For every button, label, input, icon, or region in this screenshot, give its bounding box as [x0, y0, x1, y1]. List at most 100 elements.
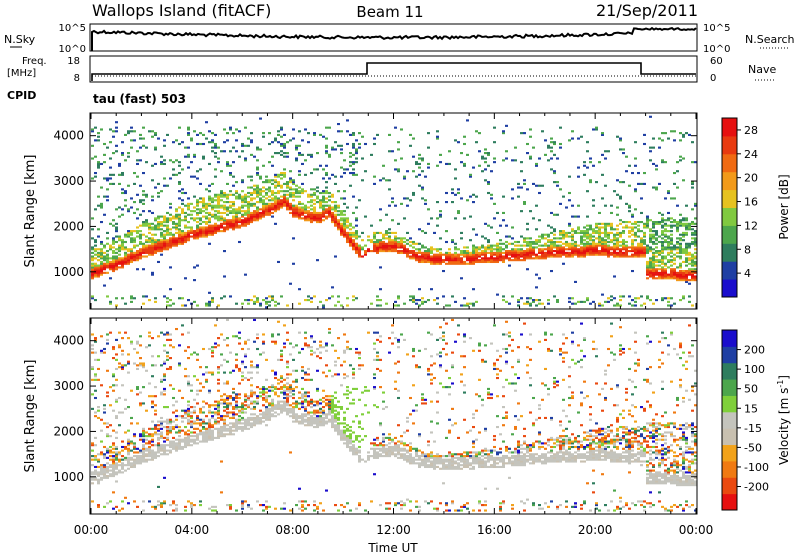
power-cell — [556, 237, 559, 240]
power-cell — [376, 295, 379, 298]
velocity-cell — [136, 456, 139, 459]
power-cell — [265, 197, 268, 200]
power-cell — [439, 260, 442, 264]
power-cell — [193, 237, 196, 240]
power-cell — [136, 175, 139, 178]
power-cell — [586, 141, 589, 144]
power-cell — [391, 219, 394, 222]
velocity-cell — [115, 398, 118, 401]
velocity-cell — [169, 442, 172, 445]
velocity-cell — [115, 445, 118, 449]
power-cell — [475, 141, 478, 144]
power-cell — [313, 133, 316, 136]
power-cell — [358, 246, 361, 249]
velocity-cell — [205, 366, 208, 369]
power-cell — [460, 250, 463, 253]
velocity-cell — [253, 402, 256, 405]
station-title: Wallops Island (fitACF) — [92, 1, 271, 20]
power-cell — [112, 224, 115, 227]
power-cell — [655, 222, 658, 225]
velocity-cell — [172, 502, 175, 505]
power-cell — [136, 231, 139, 234]
velocity-cell — [193, 409, 196, 412]
power-cell — [535, 257, 538, 260]
power-cell — [661, 268, 664, 271]
power-cell — [283, 190, 286, 193]
power-cell — [628, 295, 631, 298]
power-cell — [472, 259, 475, 262]
power-cell — [610, 246, 613, 249]
velocity-cell — [94, 444, 97, 447]
velocity-cell — [124, 445, 127, 449]
power-cell — [100, 186, 103, 189]
power-cell — [685, 275, 688, 278]
power-cell — [337, 300, 340, 303]
velocity-cell — [247, 398, 250, 401]
power-cell — [325, 211, 328, 215]
power-cell — [373, 237, 376, 240]
power-cell — [175, 226, 178, 229]
power-cell — [496, 248, 499, 251]
velocity-cell — [250, 384, 253, 387]
power-cell — [232, 210, 235, 213]
power-cell — [523, 255, 526, 258]
power-cell — [415, 251, 418, 254]
power-cell — [136, 253, 139, 256]
velocity-cell — [280, 391, 283, 394]
power-cell — [592, 246, 595, 249]
power-cell — [667, 246, 670, 249]
power-cell — [427, 166, 430, 169]
power-cell — [637, 248, 640, 251]
velocity-cell — [226, 344, 229, 347]
power-cell — [157, 217, 160, 220]
power-cell — [97, 273, 100, 276]
power-cell — [103, 153, 106, 156]
power-cell — [226, 197, 229, 200]
power-cell — [178, 239, 181, 242]
velocity-cell — [265, 507, 268, 510]
power-cell — [127, 250, 130, 253]
power-cell — [631, 299, 634, 302]
power-cell — [331, 211, 334, 215]
power-cell — [91, 251, 94, 254]
power-cell — [418, 257, 421, 260]
power-cell — [499, 255, 502, 258]
power-cell — [466, 255, 469, 258]
power-cell — [169, 202, 172, 205]
power-cell — [481, 259, 484, 262]
power-cell — [247, 144, 250, 147]
power-cell — [400, 157, 403, 160]
power-cell — [199, 208, 202, 211]
power-cell — [646, 271, 649, 274]
power-cell — [625, 155, 628, 158]
power-cell — [310, 199, 313, 202]
velocity-cell — [289, 395, 292, 398]
power-cell — [280, 177, 283, 180]
power-cell — [256, 168, 259, 171]
velocity-cell — [196, 415, 199, 418]
velocity-cell — [127, 467, 130, 470]
power-cell — [208, 302, 211, 305]
power-cell — [355, 173, 358, 176]
power-cell — [403, 237, 406, 240]
velocity-cell — [136, 367, 139, 371]
power-cell — [409, 255, 412, 258]
power-cell — [553, 170, 556, 173]
power-cell — [253, 217, 256, 220]
power-cell — [250, 211, 253, 215]
power-cell — [418, 153, 421, 156]
power-cell — [349, 231, 352, 234]
power-cell — [220, 199, 223, 202]
power-cell — [574, 302, 577, 305]
power-cell — [631, 233, 634, 236]
power-cell — [679, 250, 682, 253]
power-cell — [655, 242, 658, 245]
power-cell — [91, 266, 94, 269]
velocity-cell — [115, 462, 118, 465]
power-cell — [124, 248, 127, 251]
power-cell — [334, 208, 337, 211]
power-cell — [526, 188, 529, 191]
power-cell — [559, 250, 562, 253]
power-cell — [130, 300, 133, 303]
